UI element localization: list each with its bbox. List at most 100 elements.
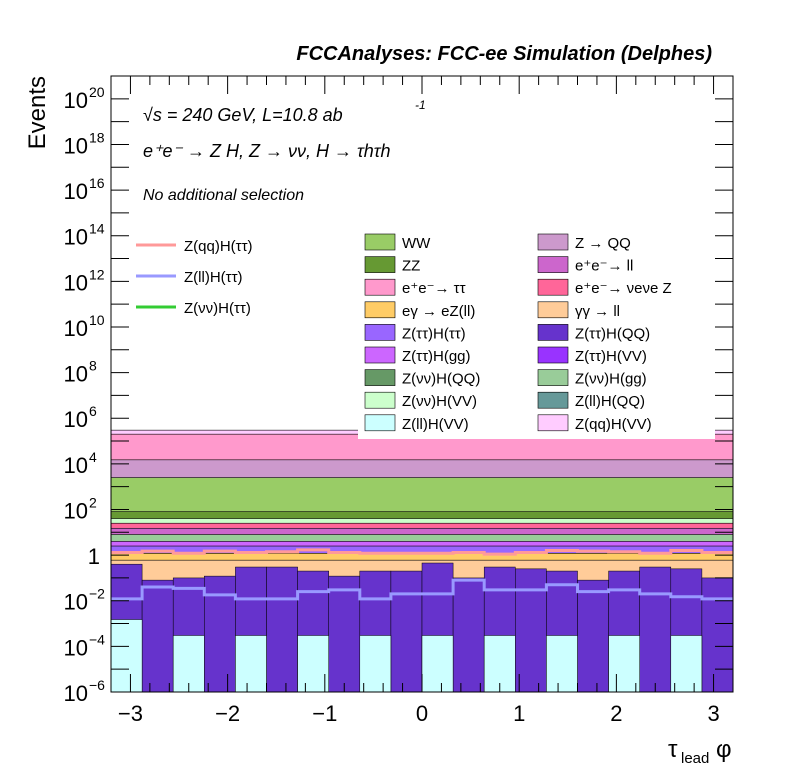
legend-box-label: Z(ll)H(QQ)	[575, 393, 645, 410]
y-tick-label-sup: 12	[89, 266, 105, 282]
legend-box-swatch	[537, 414, 569, 432]
process-label: e⁺e⁻ → Z H, Z → νν, H → τhτh	[143, 141, 391, 161]
legend-box-label: Z(νν)H(VV)	[402, 393, 477, 410]
legend-box-label: Z(ττ)H(ττ)	[402, 325, 466, 342]
y-tick-label: 10	[64, 133, 88, 158]
stack-bin-cyan	[608, 635, 640, 693]
legend-box-label: ZZ	[402, 258, 420, 275]
legend-box-label: Z(ττ)H(QQ)	[575, 325, 650, 342]
stack-bin	[266, 566, 298, 693]
y-tick-label-sup: −4	[89, 631, 105, 647]
y-tick-label: 1	[88, 544, 100, 569]
legend-box-swatch	[364, 278, 396, 296]
y-tick-label-sup: 10	[89, 312, 105, 328]
legend-box-swatch	[537, 256, 569, 273]
legend-box-label: Z(ττ)H(VV)	[575, 348, 647, 365]
legend-box-swatch	[537, 278, 569, 296]
legend-box-swatch	[364, 324, 396, 341]
x-axis-title-phi: φ	[716, 736, 732, 763]
legend-box-swatch	[364, 391, 396, 409]
x-tick-label: 2	[610, 701, 622, 726]
y-tick-label: 10	[64, 453, 88, 478]
y-tick-label: 10	[64, 316, 88, 341]
selection-label: No additional selection	[143, 187, 304, 204]
legend-box-swatch	[364, 301, 396, 319]
stack-bin	[141, 579, 174, 693]
chart-title: FCCAnalyses: FCC-ee Simulation (Delphes)	[296, 43, 712, 65]
legend-box-label: e⁺e⁻→ ττ	[402, 280, 466, 297]
legend-line-label: Z(qq)H(ττ)	[184, 238, 253, 255]
x-tick-label: 1	[513, 701, 525, 726]
y-tick-label: 10	[64, 179, 88, 204]
signal-line	[111, 548, 733, 556]
y-tick-label: 10	[64, 635, 88, 660]
energy-label: √s = 240 GeV, L=10.8 ab	[143, 105, 343, 125]
legend-box-label: Z → QQ	[575, 235, 631, 252]
y-tick-label: 10	[64, 681, 88, 706]
y-tick-label-sup: 4	[89, 449, 97, 465]
legend-box-swatch	[537, 233, 569, 251]
y-axis-title: Events	[24, 76, 51, 149]
legend-box-swatch	[364, 414, 396, 432]
y-tick-label-sup: 16	[89, 175, 105, 191]
stack-bin-cyan	[172, 635, 205, 693]
legend-box-label: e⁺e⁻→ νeνe Z	[575, 280, 672, 297]
legend-box-swatch	[364, 256, 396, 273]
legend-background	[358, 232, 715, 439]
stack-bin	[577, 579, 609, 693]
stack-bin-cyan	[670, 635, 703, 693]
x-tick-label: −1	[312, 701, 337, 726]
stack-bin	[701, 577, 734, 693]
stack-bin	[515, 568, 547, 693]
stack-bin-cyan	[483, 635, 516, 693]
y-tick-label-sup: 6	[89, 403, 97, 419]
legend-box-swatch	[537, 391, 569, 409]
stack-bin	[452, 577, 485, 693]
legend-line-label: Z(ll)H(ττ)	[184, 269, 243, 286]
stack-bin-cyan	[546, 635, 578, 693]
legend-box-swatch	[537, 324, 569, 341]
y-tick-label-sup: 14	[89, 221, 105, 237]
y-tick-label: 10	[64, 88, 88, 113]
y-tick-label-sup: 2	[89, 494, 97, 510]
signal-line	[111, 578, 733, 601]
y-tick-label-sup: −6	[89, 677, 105, 693]
x-tick-label: −2	[215, 701, 240, 726]
legend-box-swatch	[364, 233, 396, 251]
energy-label-sup: -1	[415, 98, 426, 112]
legend-box-label: Z(ll)H(VV)	[402, 416, 469, 433]
legend-box-label: eγ → eZ(ll)	[402, 303, 475, 320]
stack-bin-cyan	[110, 619, 143, 693]
stack-bin-cyan	[297, 635, 329, 693]
legend-box-swatch	[537, 301, 569, 319]
y-tick-label: 10	[64, 407, 88, 432]
legend-box-swatch	[364, 369, 396, 386]
y-tick-label: 10	[64, 498, 88, 523]
x-axis-title-sub: lead	[681, 750, 709, 767]
legend-box-label: Z(νν)H(gg)	[575, 371, 647, 388]
legend-box-swatch	[537, 346, 569, 364]
y-tick-label-sup: 18	[89, 129, 105, 145]
y-tick-label: 10	[64, 225, 88, 250]
legend-box-label: Z(ττ)H(gg)	[402, 348, 471, 365]
y-tick-label: 10	[64, 362, 88, 387]
y-tick-label-sup: 8	[89, 358, 97, 374]
y-tick-label: 10	[64, 590, 88, 615]
x-tick-label: −3	[118, 701, 143, 726]
legend-box-label: WW	[402, 235, 431, 252]
legend-box-label: Z(νν)H(QQ)	[402, 371, 480, 388]
legend-box-label: e⁺e⁻→ ll	[575, 258, 633, 275]
y-tick-label-sup: 20	[89, 84, 105, 100]
x-tick-label: 0	[416, 701, 428, 726]
stack-bin-cyan	[421, 635, 454, 693]
legend-box-swatch	[364, 346, 396, 364]
stack-bin	[328, 575, 361, 693]
stack-bin	[639, 566, 672, 693]
y-tick-label-sup: −2	[89, 586, 105, 602]
stack-bin	[390, 570, 423, 693]
legend-box-swatch	[537, 369, 569, 386]
legend-box-label: Z(qq)H(VV)	[575, 416, 652, 433]
legend-line-label: Z(νν)H(ττ)	[184, 300, 251, 317]
x-axis-title: τ	[668, 736, 678, 763]
